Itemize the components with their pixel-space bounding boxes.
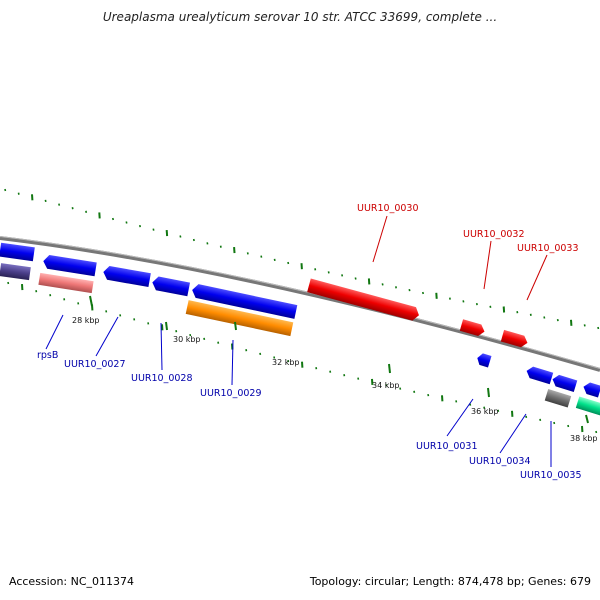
feature-track-forward — [307, 278, 529, 349]
tick-label-34kbp: 34 kbp — [372, 381, 400, 390]
genome-summary-label: Topology: circular; Length: 874,478 bp; … — [309, 575, 591, 588]
scale-ticks: 28 kbp 30 kbp 32 kbp 34 kbp 36 kbp 38 kb… — [72, 295, 598, 443]
gene-label-uur10-0033[interactable]: UUR10_0033 — [517, 243, 579, 254]
gene-rpsb-arrow[interactable] — [42, 254, 97, 277]
tick-label-32kbp: 32 kbp — [272, 358, 300, 367]
gene-uur10-0029-arrow[interactable] — [191, 283, 298, 319]
gene-uur10-0033-arrow[interactable] — [500, 329, 529, 349]
gene-uur10-0034-arrow-a[interactable] — [525, 365, 554, 385]
gene-uur10-0032-arrow[interactable] — [459, 319, 486, 337]
feature-rrna-uur10-0029[interactable] — [185, 300, 294, 337]
gene-label-uur10-0032[interactable]: UUR10_0032 — [463, 229, 525, 240]
gene-label-uur10-0034[interactable]: UUR10_0034 — [469, 456, 531, 467]
accession-label: Accession: NC_011374 — [9, 575, 135, 588]
gene-label-uur10-0035[interactable]: UUR10_0035 — [520, 470, 582, 481]
gene-label-uur10-0031[interactable]: UUR10_0031 — [416, 441, 478, 452]
gene-uur10-0034-arrow-b[interactable] — [551, 373, 578, 392]
feature-trna-rpsb[interactable] — [38, 272, 94, 294]
gc-content-track-outer — [4, 188, 600, 330]
gc-content-track-inner — [7, 281, 598, 434]
gene-label-rpsb[interactable]: rpsB — [37, 350, 58, 361]
gene-uur10-0028-arrow[interactable] — [151, 276, 191, 297]
gene-uur10-0030-arrow[interactable] — [307, 278, 421, 322]
feature-track-reverse — [0, 242, 600, 398]
map-title: Ureaplasma urealyticum serovar 10 str. A… — [102, 10, 498, 24]
feature-misc-left[interactable] — [0, 263, 31, 281]
gene-left-edge-arrow[interactable] — [0, 242, 35, 262]
feature-pseudo-uur10-0035[interactable] — [544, 389, 572, 408]
gene-callout-lines — [45, 215, 552, 467]
genome-backbone — [0, 236, 600, 372]
gene-label-uur10-0028[interactable]: UUR10_0028 — [131, 373, 193, 384]
gene-labels: rpsB UUR10_0027 UUR10_0028 UUR10_0029 UU… — [37, 203, 582, 481]
tick-label-28kbp: 28 kbp — [72, 316, 100, 325]
tick-label-30kbp: 30 kbp — [173, 335, 201, 344]
gene-label-uur10-0029[interactable]: UUR10_0029 — [200, 388, 262, 399]
gene-label-uur10-0027[interactable]: UUR10_0027 — [64, 359, 126, 370]
feature-other-right-edge[interactable] — [575, 396, 600, 416]
tick-label-36kbp: 36 kbp — [471, 407, 499, 416]
gene-label-uur10-0030[interactable]: UUR10_0030 — [357, 203, 419, 214]
feature-track-rna — [0, 263, 600, 416]
gene-uur10-0027-arrow[interactable] — [102, 265, 151, 288]
tick-label-38kbp: 38 kbp — [570, 434, 598, 443]
gene-uur10-0031-arrow[interactable] — [476, 352, 492, 368]
gene-right-edge-arrow[interactable] — [582, 381, 600, 398]
